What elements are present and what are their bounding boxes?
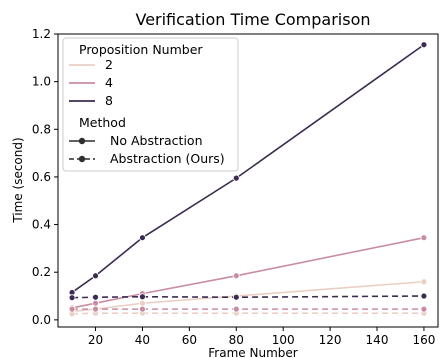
data-point bbox=[420, 305, 428, 313]
data-point bbox=[232, 305, 240, 313]
data-point bbox=[232, 293, 240, 301]
legend-hue-label: 2 bbox=[105, 57, 113, 72]
data-point bbox=[92, 305, 99, 313]
x-tick-label: 60 bbox=[182, 333, 197, 347]
y-tick-label: 0.4 bbox=[32, 218, 51, 232]
data-point bbox=[139, 305, 146, 313]
legend-hue-title: Proposition Number bbox=[79, 42, 203, 57]
data-point bbox=[420, 41, 428, 49]
legend-hue-label: 4 bbox=[105, 75, 113, 90]
x-tick-label: 80 bbox=[229, 333, 244, 347]
x-tick-label: 100 bbox=[272, 333, 295, 347]
data-point bbox=[139, 234, 146, 242]
data-point bbox=[232, 272, 240, 280]
data-point bbox=[68, 294, 76, 302]
x-tick-label: 140 bbox=[366, 333, 389, 347]
x-tick-label: 40 bbox=[135, 333, 150, 347]
y-axis: 0.0 0.2 0.4 0.6 0.8 1.0 1.2 bbox=[32, 27, 58, 327]
legend-style-label: No Abstraction bbox=[110, 133, 203, 148]
legend-style-marker bbox=[78, 155, 86, 163]
series-line bbox=[72, 312, 424, 315]
data-point bbox=[92, 299, 99, 307]
data-point bbox=[92, 293, 99, 301]
data-point bbox=[420, 292, 428, 300]
x-tick-label: 160 bbox=[412, 333, 435, 347]
series-layer bbox=[68, 41, 428, 318]
data-point bbox=[232, 174, 240, 182]
data-point bbox=[420, 278, 428, 286]
y-tick-label: 0.8 bbox=[32, 122, 51, 136]
y-tick-label: 0.0 bbox=[32, 313, 51, 327]
x-axis: 20 40 60 80 100 120 140 160 bbox=[88, 327, 435, 347]
legend-box bbox=[62, 37, 239, 172]
legend-style-label: Abstraction (Ours) bbox=[110, 151, 225, 166]
y-tick-label: 0.6 bbox=[32, 170, 51, 184]
x-tick-label: 120 bbox=[319, 333, 342, 347]
y-tick-label: 1.0 bbox=[32, 75, 51, 89]
legend-style-marker bbox=[78, 137, 86, 145]
x-axis-label: Frame Number bbox=[208, 346, 297, 358]
y-tick-label: 1.2 bbox=[32, 27, 51, 41]
series-line bbox=[72, 295, 424, 299]
y-axis-label: Time (second) bbox=[11, 137, 25, 223]
data-point bbox=[139, 299, 146, 307]
data-point bbox=[139, 293, 146, 301]
data-point bbox=[68, 305, 76, 313]
data-point bbox=[420, 234, 428, 242]
x-tick-label: 20 bbox=[88, 333, 103, 347]
legend-style-title: Method bbox=[79, 115, 126, 130]
data-point bbox=[92, 272, 99, 280]
y-tick-label: 0.2 bbox=[32, 265, 51, 279]
legend-hue-label: 8 bbox=[105, 93, 113, 108]
plot-area bbox=[57, 33, 439, 328]
chart-title: Verification Time Comparison bbox=[135, 10, 370, 29]
